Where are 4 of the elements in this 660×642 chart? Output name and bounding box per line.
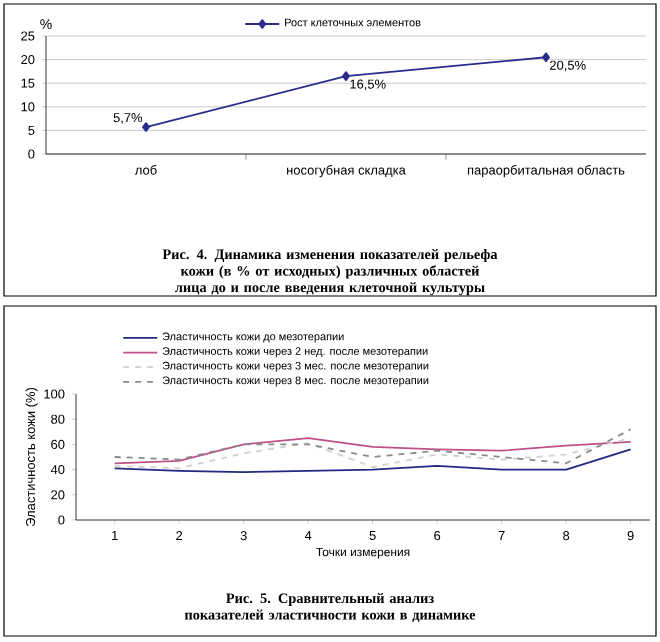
line-series bbox=[113, 448, 632, 474]
point bbox=[542, 52, 550, 63]
point bbox=[342, 71, 350, 81]
point bbox=[142, 122, 150, 132]
